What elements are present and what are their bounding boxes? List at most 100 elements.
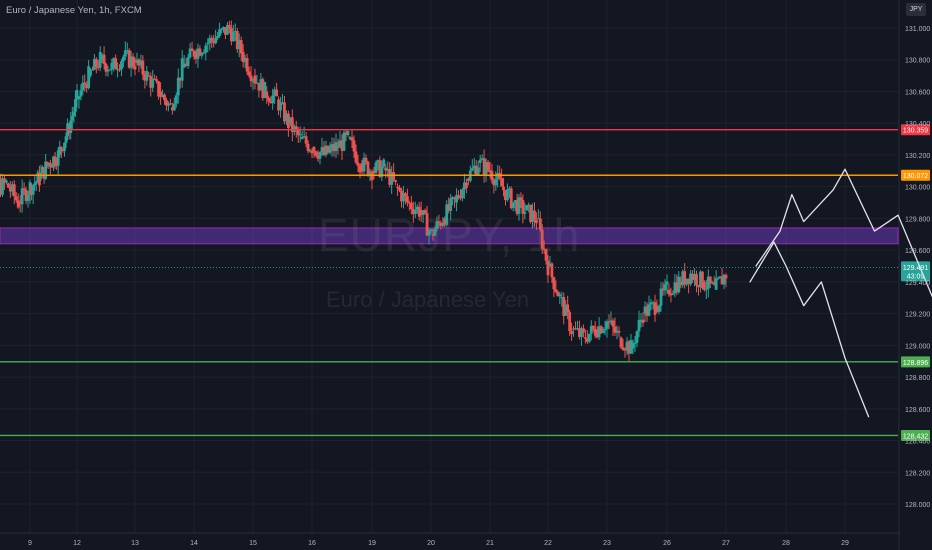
candle-body [443,218,447,225]
candle-body [542,248,546,250]
candle-body [521,200,525,214]
candle-body [566,304,570,313]
candle-body [247,71,251,76]
candle-body [110,63,114,70]
candle-body [328,148,332,153]
candle-body [506,189,509,201]
price-tick-label: 128.000 [905,502,930,509]
candle-body [251,80,255,82]
candle-body [627,341,631,354]
candle-body [249,75,253,82]
candle-body [641,319,645,323]
candle-body [554,289,558,293]
candle-body [384,167,388,171]
candle-body [558,294,562,297]
candle-body [578,328,581,337]
current-price-badge [901,261,930,282]
candle-body [651,302,655,304]
candle-body [470,168,474,171]
candle-body [129,56,133,68]
candle-body [192,50,196,57]
candle-body [702,281,706,290]
candle-body [374,162,378,174]
candle-body [427,230,431,236]
time-tick-label: 29 [841,540,849,547]
candle-body [535,219,538,223]
candle-body [601,330,605,333]
candle-body [180,58,184,81]
candle-body [613,326,617,333]
price-tick-label: 131.000 [905,26,930,33]
candle-body [593,329,597,336]
candle-body [635,331,639,343]
candle-body [354,151,358,163]
candle-body [196,48,200,59]
candle-body [81,82,85,91]
candle-body [538,218,542,230]
candle-body [617,330,621,333]
candle-body [275,89,278,97]
candle-body [366,161,370,176]
candle-body [336,147,340,148]
price-tick-label: 129.000 [905,343,930,350]
candle-body [273,89,277,96]
candle-body [48,162,52,167]
candle-body [22,188,26,190]
candle-body [163,94,166,101]
candle-body [85,84,89,89]
candle-body [45,161,49,166]
candle-body [527,204,531,206]
candle-body [316,155,320,159]
candle-body [178,77,182,81]
candle-body [155,79,159,82]
candle-body [139,60,143,66]
candle-body [407,202,411,204]
candle-body [214,38,218,44]
candle-body [637,320,641,332]
candle-body [633,342,637,344]
candle-body [716,278,720,280]
candle-body [466,178,470,181]
candle-body [159,91,162,98]
time-tick-label: 9 [28,540,32,547]
candle-body [182,63,186,68]
candle-body [104,63,108,72]
candle-body [568,312,572,331]
projection-path[interactable] [749,241,870,418]
candle-body [226,25,229,35]
candle-body [294,126,298,130]
candle-body [724,275,728,279]
candle-body [697,285,700,288]
candle-body [453,197,456,200]
candle-body [472,165,476,169]
currency-badge[interactable]: JPY [906,3,926,16]
candle-body [318,152,322,159]
price-tick-label: 130.800 [905,58,930,65]
candle-body [16,200,20,208]
candle-body [372,170,376,174]
candle-body [411,209,415,215]
candle-body [165,100,168,106]
candle-body [202,52,206,54]
candle-body [218,29,221,36]
candle-body [544,249,548,261]
projection-path[interactable] [755,168,932,409]
resistance-zone[interactable] [0,227,899,245]
candle-body [511,202,515,209]
candle-body [494,179,498,186]
candle-body [30,186,33,195]
candle-body [0,182,2,195]
candle-body [231,32,235,42]
candle-body [574,328,577,330]
time-tick-label: 20 [427,540,435,547]
candle-body [133,66,137,70]
candle-body [621,347,625,350]
candle-body [342,132,346,151]
candle-body [653,302,657,315]
candle-body [75,90,79,100]
candle-body [439,222,443,227]
candle-body [334,142,338,152]
candle-body [50,166,54,168]
